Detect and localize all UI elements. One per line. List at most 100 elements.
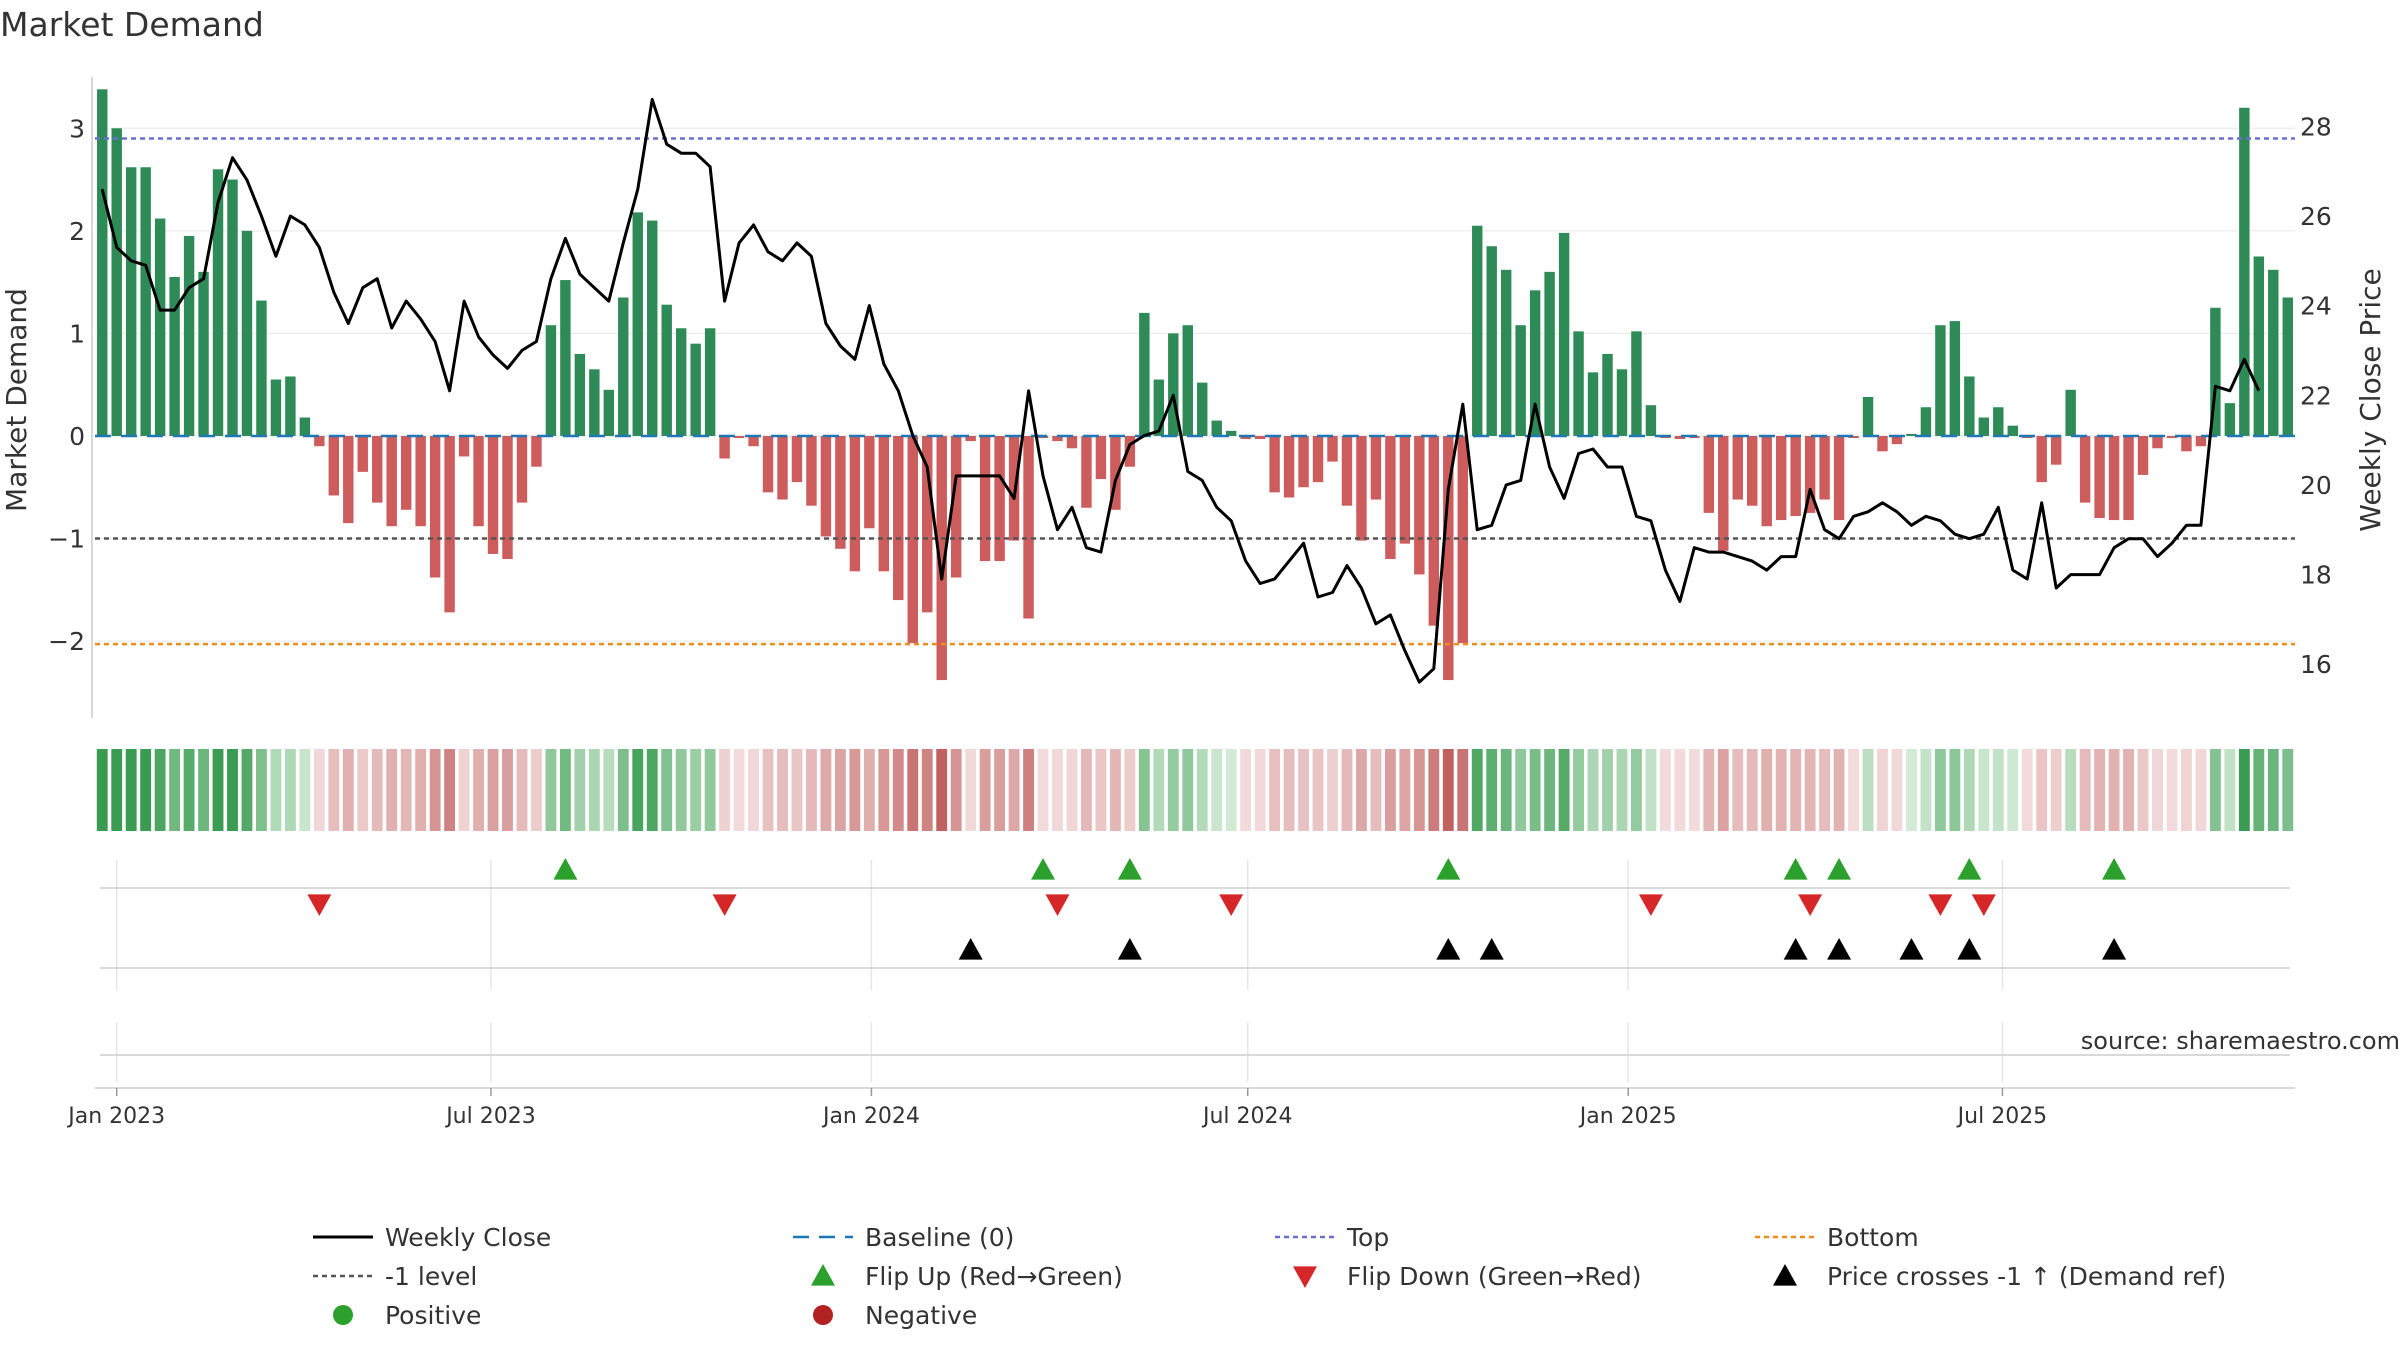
- demand-bar-positive: [1964, 376, 1975, 436]
- demand-bar-positive: [97, 89, 108, 436]
- left-tick-label: 0: [69, 422, 85, 451]
- legend-label: Negative: [865, 1301, 977, 1330]
- heat-cell: [1413, 749, 1425, 831]
- demand-bar-positive: [2239, 107, 2250, 436]
- legend-label: Flip Down (Green→Red): [1347, 1262, 1642, 1291]
- heat-cell: [1399, 749, 1411, 831]
- heat-cell: [241, 749, 253, 831]
- heat-cell: [444, 749, 456, 831]
- heat-cell: [2195, 749, 2207, 831]
- demand-bar-negative: [1833, 435, 1845, 521]
- heat-cell: [1703, 749, 1715, 831]
- heat-cell: [531, 749, 542, 831]
- right-tick-label: 16: [2300, 650, 2332, 679]
- heat-cell: [719, 749, 731, 831]
- demand-bar-negative: [1240, 435, 1251, 440]
- demand-bar-negative: [1283, 435, 1295, 498]
- demand-bar-negative: [936, 435, 947, 681]
- heat-cell: [1790, 749, 1802, 831]
- heat-cell: [2166, 749, 2178, 831]
- heat-cell: [96, 749, 108, 831]
- heat-cell: [2094, 749, 2106, 831]
- heat-cell: [921, 749, 933, 831]
- heat-cell: [386, 749, 398, 831]
- x-tick-label: Jan 2025: [1578, 1104, 1677, 1129]
- demand-bar-negative: [1819, 435, 1830, 500]
- heat-cell: [1312, 749, 1324, 831]
- demand-bar-negative: [1848, 435, 1859, 439]
- demand-bar-negative: [1443, 435, 1454, 681]
- heat-cell: [2209, 749, 2221, 831]
- heat-cell: [1240, 749, 1252, 831]
- heat-cell: [502, 749, 513, 831]
- demand-bar-positive: [1544, 271, 1555, 436]
- heat-cell: [2267, 749, 2279, 831]
- demand-bar-negative: [965, 435, 976, 442]
- heat-cell: [1052, 749, 1063, 831]
- heat-cell: [1153, 749, 1165, 831]
- legend-swatch-flip-down: [1293, 1266, 1317, 1288]
- demand-bar-positive: [1153, 379, 1165, 436]
- demand-bar-negative: [719, 435, 730, 459]
- heat-cell: [299, 749, 311, 831]
- demand-bar-negative: [777, 435, 788, 500]
- demand-bar-negative: [1718, 435, 1729, 551]
- heat-cell: [415, 749, 427, 831]
- heat-cell: [198, 749, 209, 831]
- demand-bar-positive: [1139, 312, 1150, 436]
- heat-cell: [733, 749, 745, 831]
- heat-cell: [313, 749, 325, 831]
- heat-cell: [1081, 749, 1092, 831]
- demand-bar-negative: [429, 435, 441, 578]
- demand-bar-negative: [1674, 435, 1686, 440]
- heat-cell: [2137, 749, 2149, 831]
- demand-bar-negative: [1747, 435, 1758, 506]
- heat-cell: [545, 749, 557, 831]
- weekly-close-line: [100, 97, 2261, 684]
- demand-bar-positive: [1515, 325, 1526, 436]
- flip-up-marker: [1031, 858, 1056, 880]
- demand-bar-negative: [1385, 435, 1396, 560]
- heat-cell: [2282, 749, 2294, 831]
- demand-bar-positive: [1949, 321, 1961, 436]
- demand-bar-negative: [2036, 435, 2047, 483]
- legend-label: Baseline (0): [865, 1223, 1014, 1252]
- demand-bar-negative: [1356, 435, 1367, 541]
- heat-cell: [1978, 749, 1990, 831]
- heat-cell: [1095, 749, 1107, 831]
- heat-cell: [1457, 749, 1469, 831]
- heat-cell: [936, 749, 948, 831]
- demand-bar-positive: [1862, 396, 1874, 436]
- heat-cell: [2181, 749, 2192, 831]
- demand-bar-positive: [183, 235, 195, 436]
- heat-cell: [1471, 749, 1483, 831]
- heat-cell: [328, 749, 340, 831]
- demand-bar-negative: [2137, 435, 2149, 475]
- demand-bar-positive: [299, 417, 311, 436]
- heat-cell: [979, 749, 991, 831]
- demand-bar-negative: [1804, 435, 1816, 513]
- heat-cell: [1384, 749, 1396, 831]
- heat-cell: [1775, 749, 1787, 831]
- heat-cell: [661, 749, 673, 831]
- demand-bar-negative: [1775, 435, 1787, 521]
- heat-cell: [1587, 749, 1599, 831]
- heat-cell: [2021, 749, 2033, 831]
- heat-cell: [777, 749, 788, 831]
- heat-cell: [2079, 749, 2091, 831]
- heat-cell: [1891, 749, 1903, 831]
- heat-cell: [342, 749, 354, 831]
- heat-cell: [1558, 749, 1570, 831]
- demand-bar-positive: [2007, 425, 2018, 436]
- heat-cell: [1023, 749, 1034, 831]
- heat-cell: [1934, 749, 1946, 831]
- heat-cell: [1732, 749, 1744, 831]
- heat-cell: [965, 749, 977, 831]
- heat-cell: [1573, 749, 1584, 831]
- heat-cell: [1659, 749, 1671, 831]
- demand-bar-negative: [762, 435, 774, 493]
- heat-cell: [1645, 749, 1657, 831]
- heat-cell: [950, 749, 962, 831]
- heat-cell: [1327, 749, 1338, 831]
